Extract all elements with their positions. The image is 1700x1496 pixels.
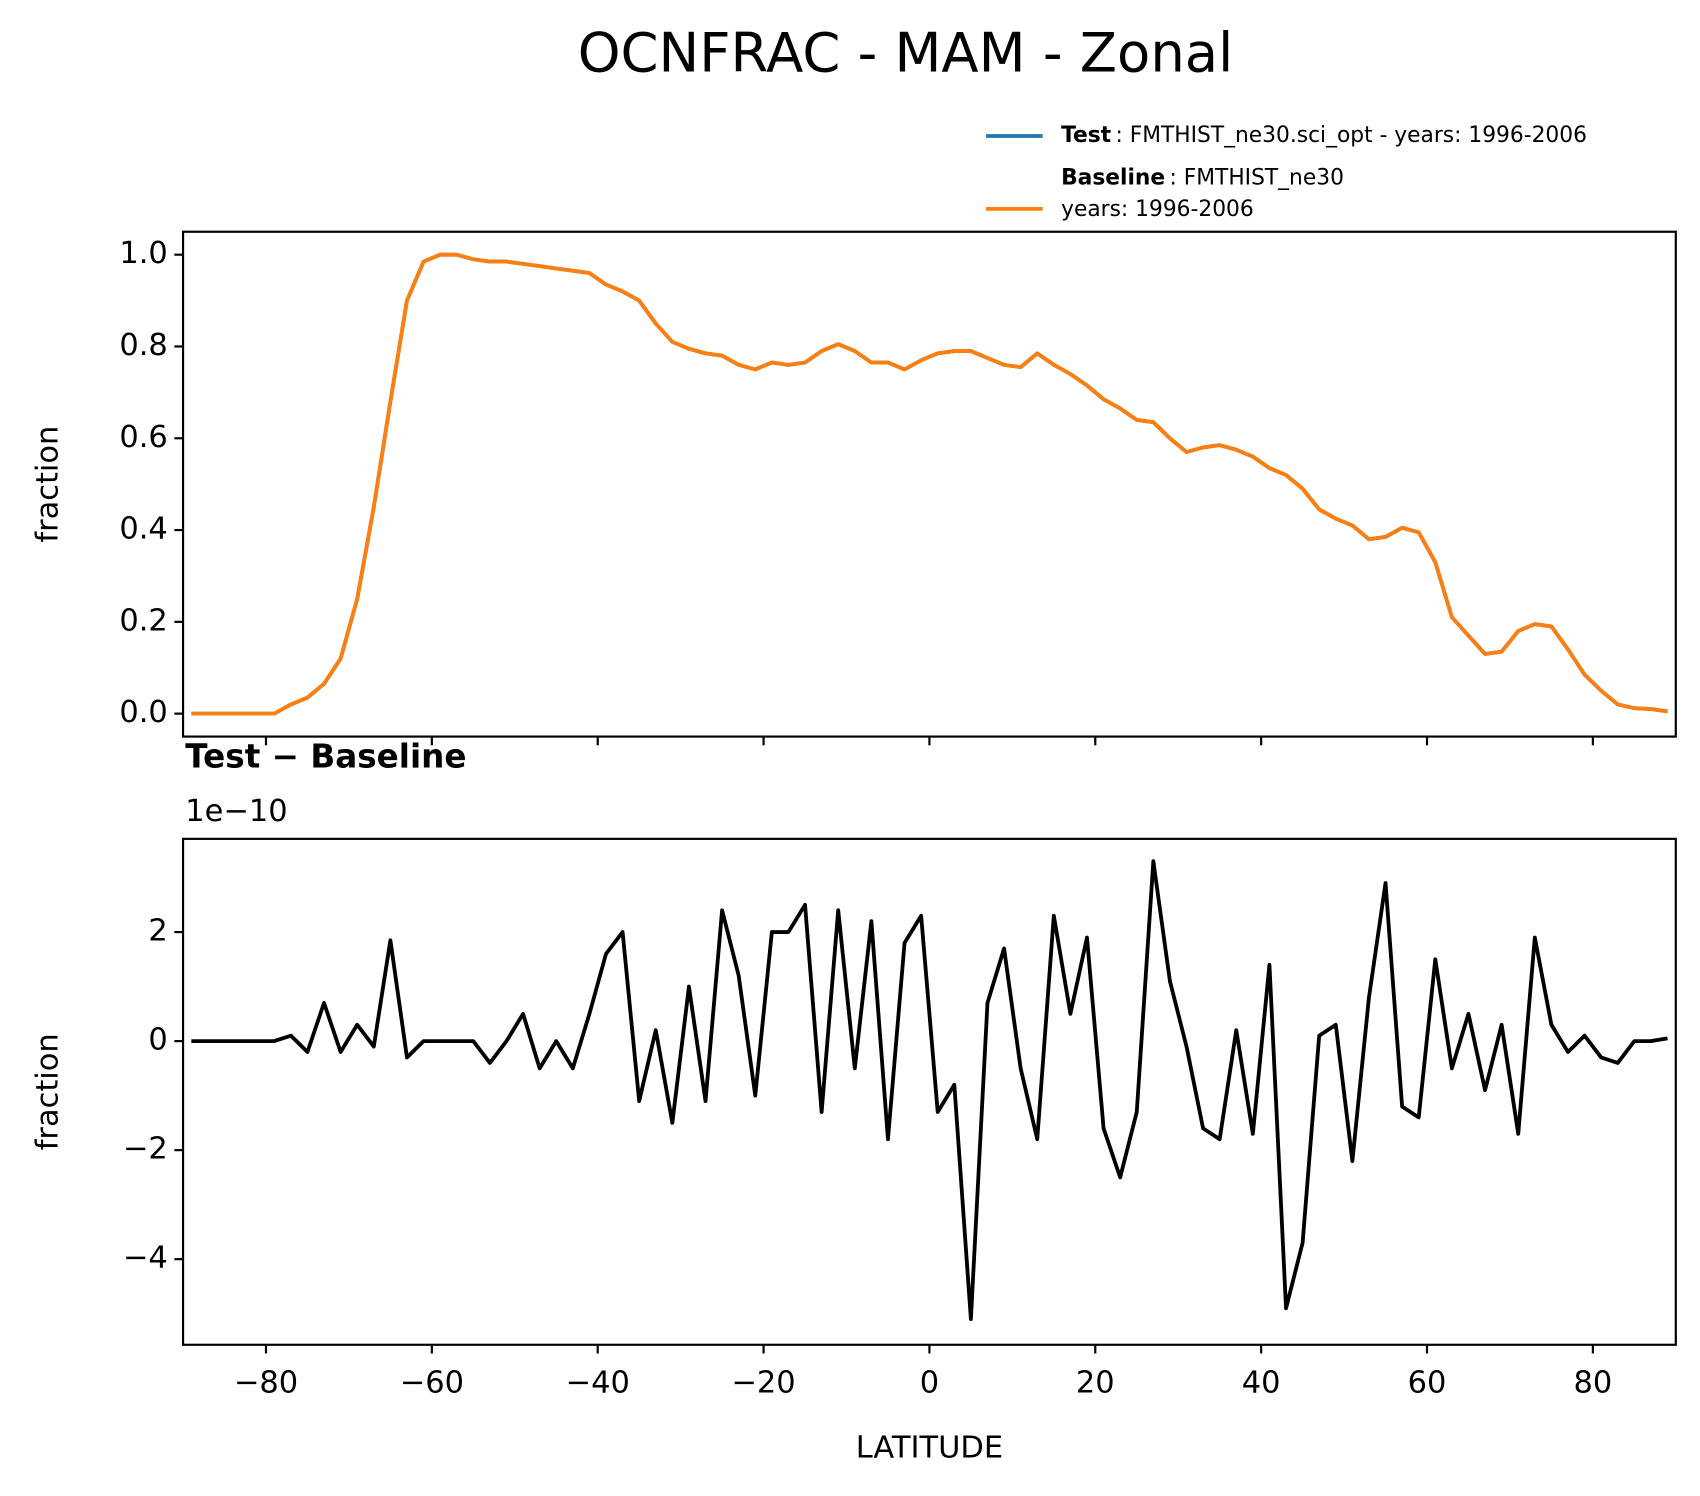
x-tick-label: 20 <box>1076 1365 1115 1400</box>
y-tick-label: 0 <box>148 1023 167 1058</box>
x-tick-label: 80 <box>1573 1365 1612 1400</box>
y-tick-label: 0.4 <box>119 512 167 547</box>
x-tick-label: 40 <box>1242 1365 1281 1400</box>
y-tick-label: 0.0 <box>119 695 167 730</box>
y-tick-label: 0.8 <box>119 328 167 363</box>
y-axis-label: fraction <box>31 426 66 543</box>
x-tick-label: −20 <box>731 1365 795 1400</box>
legend-description: : FMTHIST_ne30 <box>1170 165 1344 190</box>
y-tick-label: −2 <box>123 1132 168 1167</box>
y-tick-label: 0.2 <box>119 603 167 638</box>
legend-name: Test <box>1061 123 1111 148</box>
x-tick-label: −40 <box>566 1365 630 1400</box>
offset-label: 1e−10 <box>185 794 287 829</box>
legend-description: : FMTHIST_ne30.sci_opt - years: 1996-200… <box>1115 123 1586 148</box>
figure-title: OCNFRAC - MAM - Zonal <box>578 22 1234 85</box>
legend-entry: Baseline: FMTHIST_ne30 <box>1061 165 1344 190</box>
x-tick-label: 60 <box>1408 1365 1447 1400</box>
y-tick-label: 2 <box>148 914 167 949</box>
series-line <box>191 252 1668 716</box>
y-tick-label: 0.6 <box>119 420 167 455</box>
plot-frame <box>181 837 1677 1346</box>
legend-description: years: 1996-2006 <box>1061 197 1254 222</box>
x-tick-label: −80 <box>234 1365 298 1400</box>
y-tick-label: −4 <box>123 1241 168 1276</box>
series-line <box>191 859 1668 1322</box>
series-line <box>191 252 1668 716</box>
x-tick-label: −60 <box>400 1365 464 1400</box>
y-axis-label: fraction <box>31 1033 66 1150</box>
x-axis-label: LATITUDE <box>856 1431 1003 1466</box>
legend-name: Baseline <box>1061 165 1165 190</box>
panel-title: Test − Baseline <box>185 737 466 775</box>
legend-entry: Test: FMTHIST_ne30.sci_opt - years: 1996… <box>1061 123 1587 148</box>
plot-frame <box>181 230 1677 738</box>
y-tick-label: 1.0 <box>119 236 167 271</box>
x-tick-label: 0 <box>920 1365 939 1400</box>
